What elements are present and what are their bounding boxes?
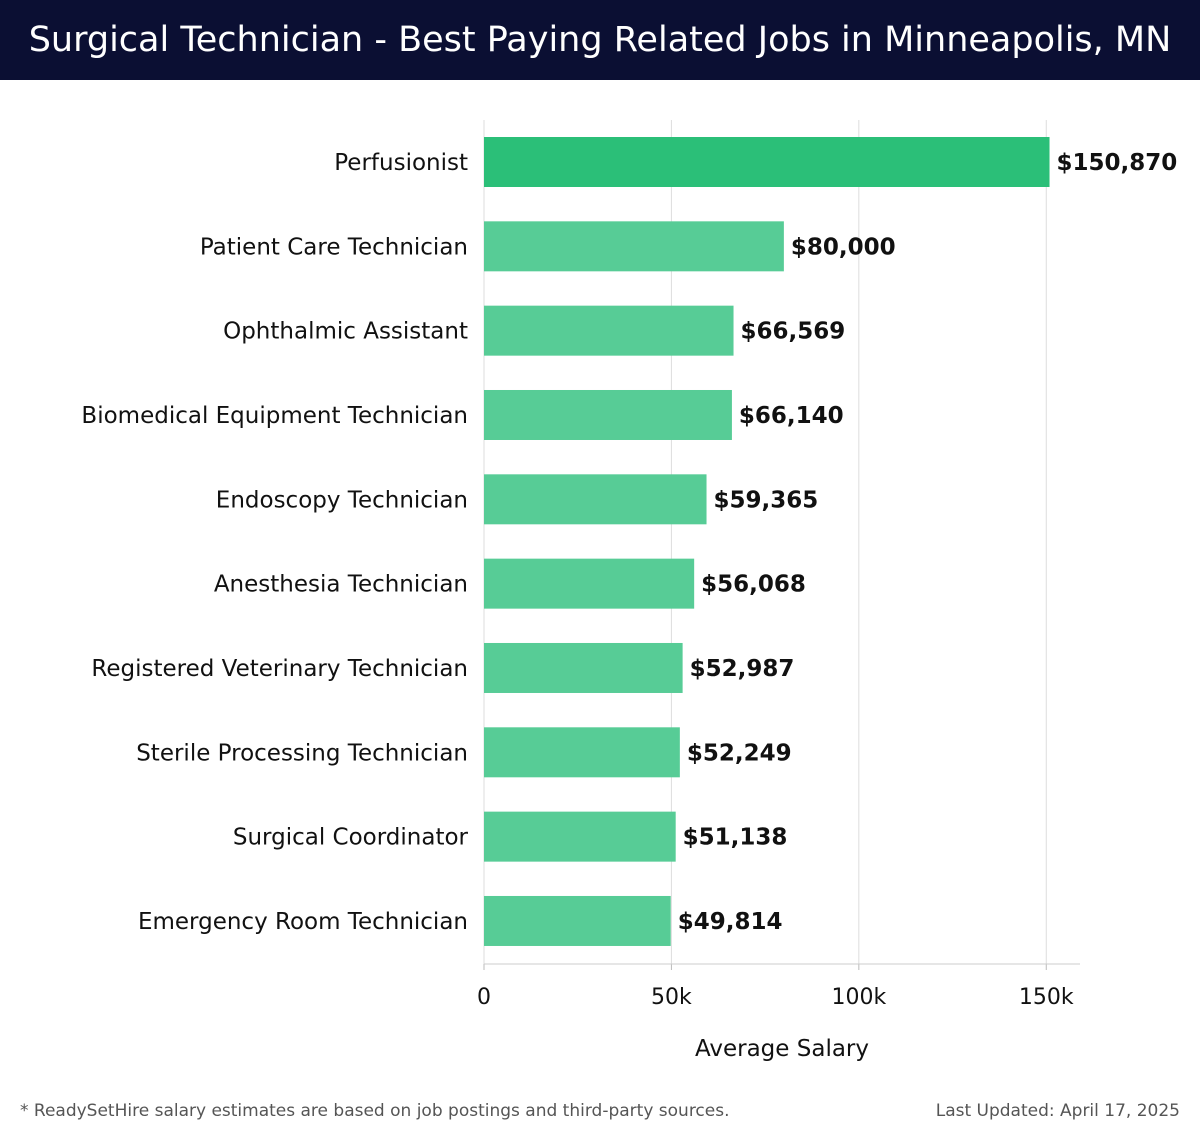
value-label: $51,138: [683, 825, 788, 851]
bar: [484, 811, 676, 862]
bar: [484, 558, 695, 609]
category-label: Biomedical Equipment Technician: [81, 403, 468, 429]
category-label: Perfusionist: [334, 150, 468, 176]
x-tick-label: 150k: [1019, 985, 1074, 1010]
category-label: Anesthesia Technician: [214, 572, 468, 598]
value-label: $80,000: [791, 234, 896, 260]
category-labels: Perfusionist Patient Care Technician Ophth…: [81, 150, 468, 935]
bar: [484, 389, 732, 440]
bar: [484, 137, 1050, 187]
value-label: $52,249: [687, 740, 792, 766]
value-label: $59,365: [714, 487, 819, 513]
value-label: $52,987: [690, 656, 795, 682]
footer-last-updated: Last Updated: April 17, 2025: [935, 1101, 1180, 1121]
x-tick-label: 0: [477, 985, 491, 1010]
category-label: Registered Veterinary Technician: [91, 656, 468, 682]
title-banner: Surgical Technician - Best Paying Relate…: [0, 0, 1200, 80]
category-label: Emergency Room Technician: [138, 909, 468, 935]
bar: [484, 221, 784, 272]
value-label: $66,140: [739, 403, 844, 429]
category-label: Ophthalmic Assistant: [223, 319, 468, 345]
x-axis: 0 50k 100k 150k Average Salary: [477, 963, 1080, 1062]
value-label: $56,068: [701, 572, 806, 598]
category-label: Patient Care Technician: [200, 234, 468, 260]
bar: [484, 895, 671, 946]
bar: [484, 305, 734, 356]
bar: [484, 642, 683, 693]
category-label: Endoscopy Technician: [216, 487, 468, 513]
salary-bar-chart: Perfusionist Patient Care Technician Ophth…: [81, 120, 1178, 1062]
x-tick-label: 100k: [831, 985, 886, 1010]
category-label: Sterile Processing Technician: [136, 740, 468, 766]
chart-title: Surgical Technician - Best Paying Relate…: [28, 20, 1172, 60]
value-label: $150,870: [1057, 150, 1178, 176]
bar: [484, 474, 707, 525]
footer-disclaimer: * ReadySetHire salary estimates are base…: [20, 1101, 730, 1121]
value-label: $66,569: [741, 319, 846, 345]
category-label: Surgical Coordinator: [233, 825, 469, 851]
value-label: $49,814: [678, 909, 783, 935]
bar: [484, 727, 680, 778]
x-axis-title: Average Salary: [695, 1036, 869, 1062]
x-tick-label: 50k: [651, 985, 692, 1010]
bars: [484, 137, 1050, 946]
value-labels: $150,870 $80,000 $66,569 $66,140 $59,365 $56,…: [678, 150, 1178, 935]
